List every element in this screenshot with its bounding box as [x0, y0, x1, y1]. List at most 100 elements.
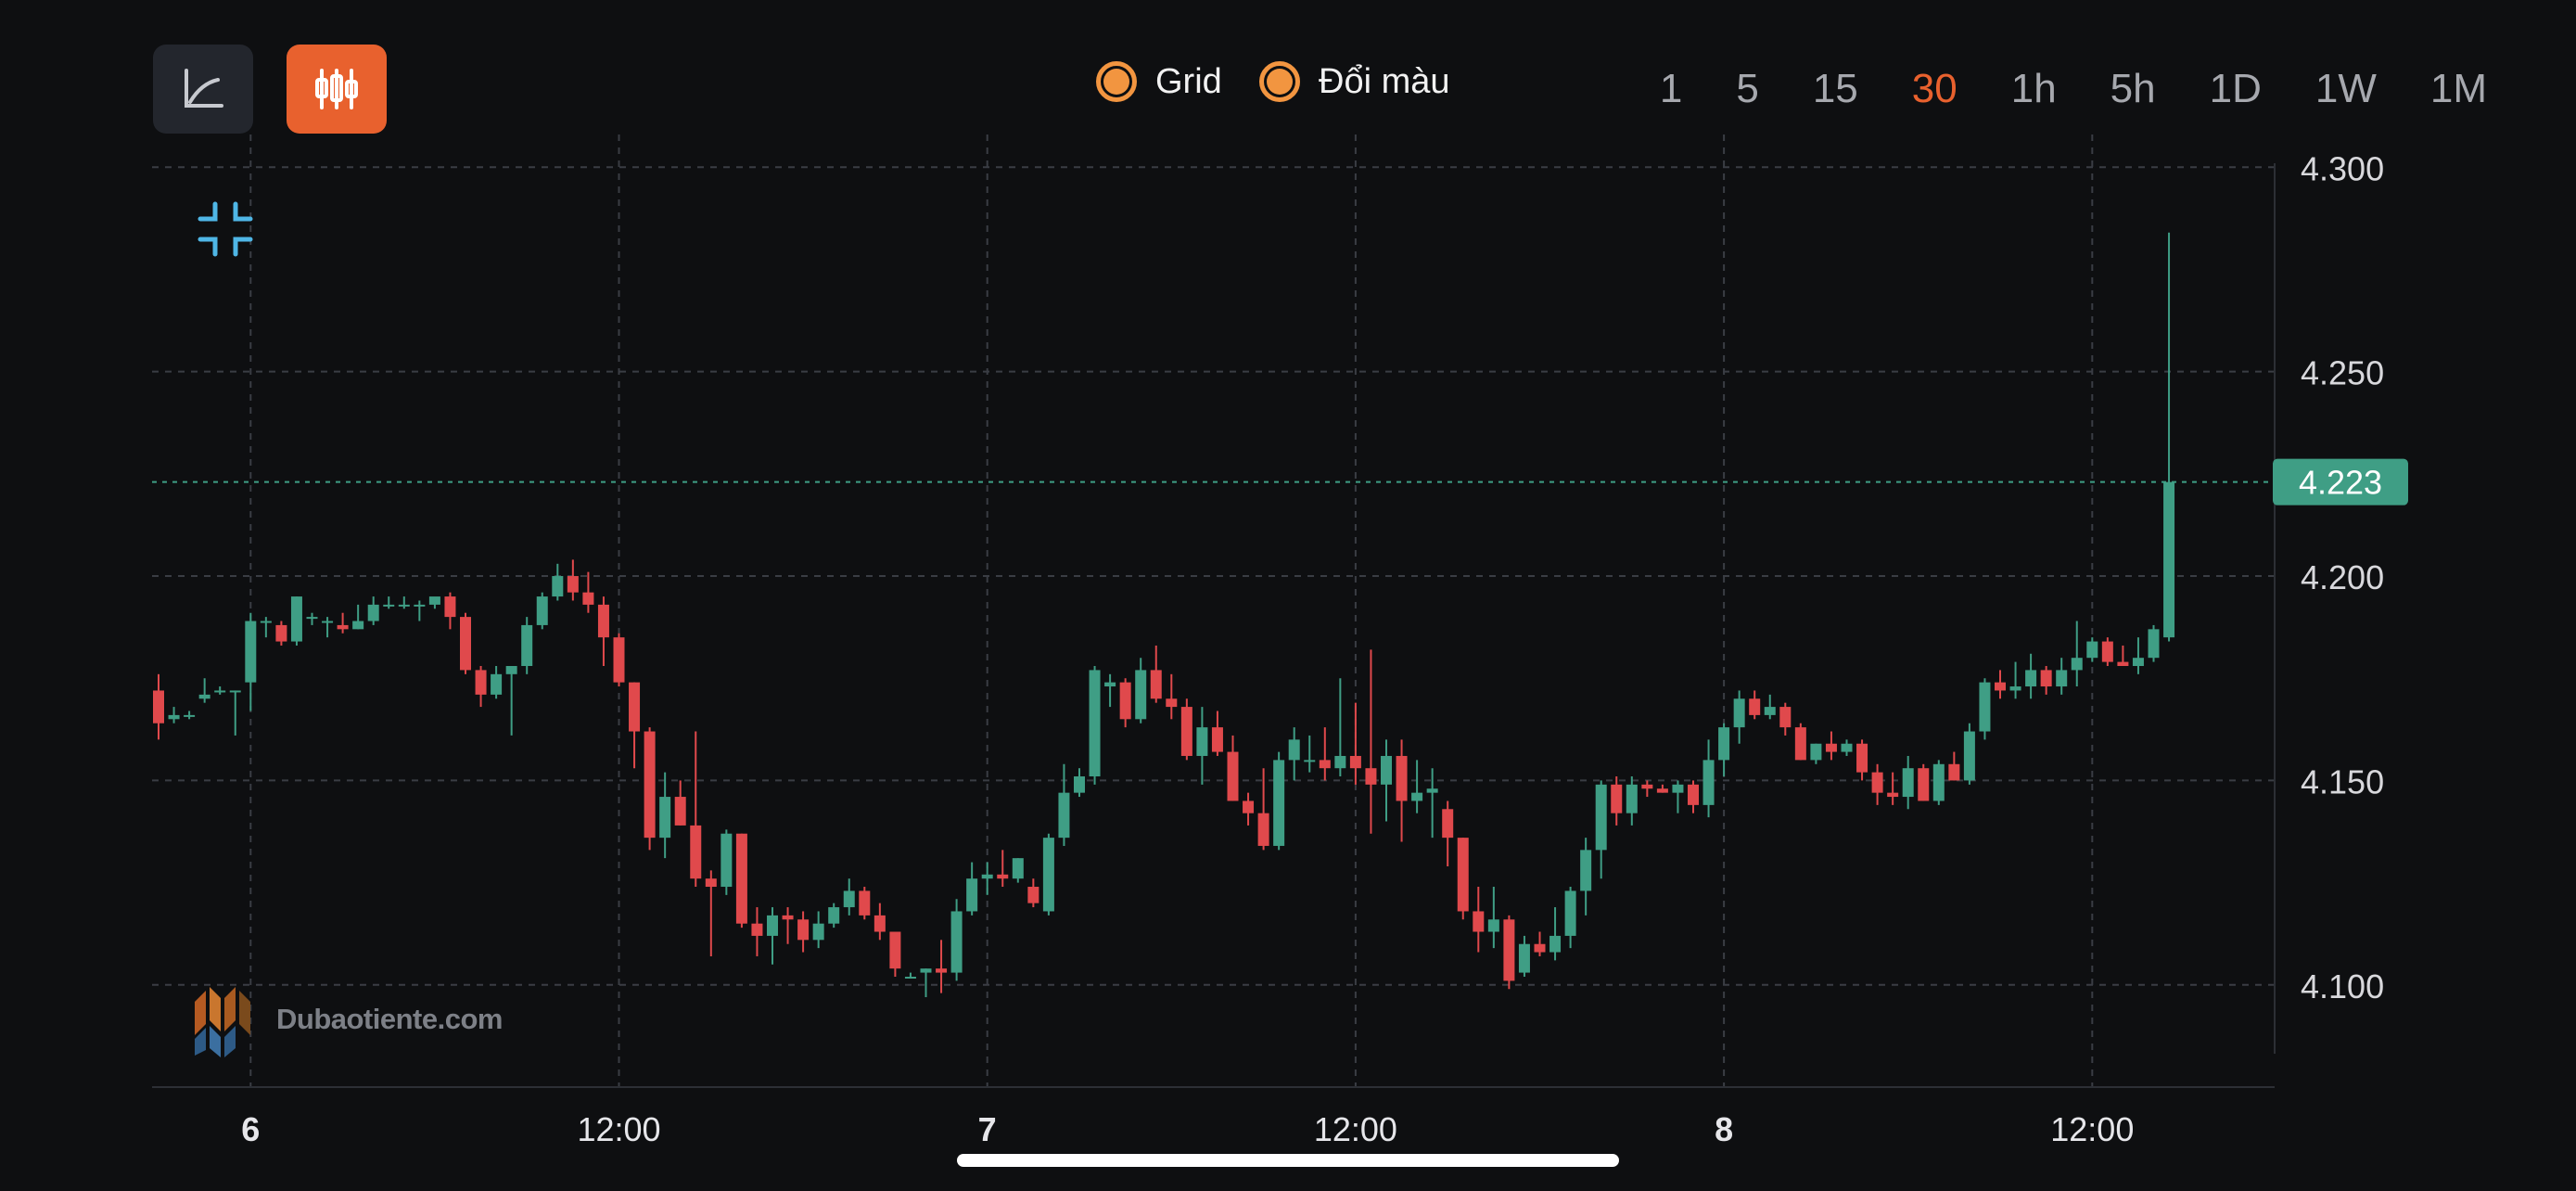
watermark: Dubaotiente.com — [187, 981, 503, 1057]
candle — [1549, 907, 1562, 961]
timeframe-5h[interactable]: 5h — [2110, 66, 2156, 111]
candle-body — [1702, 760, 1715, 805]
candle-body — [1549, 935, 1562, 953]
candle — [1150, 645, 1162, 703]
candle — [613, 633, 625, 687]
color-toggle[interactable]: Đổi màu — [1259, 61, 1450, 102]
candle — [1288, 727, 1300, 781]
timeframe-1W[interactable]: 1W — [2315, 66, 2377, 111]
y-tick-label: 4.150 — [2301, 762, 2384, 800]
candle-body — [981, 874, 993, 879]
candle-body — [767, 915, 778, 936]
chart-axes: 4.300 4.250 4.200 4.150 4.100 6 12:00 7 12:00 8 12… — [152, 149, 2408, 1148]
candlestick-button[interactable] — [287, 45, 387, 134]
candle-body — [168, 714, 180, 720]
candle — [2009, 661, 2021, 699]
candle-body — [1688, 784, 1699, 805]
candle-body — [367, 604, 379, 621]
y-tick-label: 4.300 — [2301, 149, 2384, 187]
candle-body — [1119, 682, 1131, 720]
collapse-icon[interactable] — [195, 198, 256, 260]
candle-body — [1718, 727, 1730, 761]
candle-body — [2025, 670, 2037, 687]
candle-body — [1518, 943, 1530, 973]
candle — [1304, 735, 1316, 773]
timeframe-5[interactable]: 5 — [1736, 66, 1759, 111]
timeframe-15[interactable]: 15 — [1812, 66, 1858, 111]
candle — [260, 617, 272, 638]
candle — [582, 571, 594, 613]
candle-body — [843, 890, 855, 908]
candle-body — [782, 915, 794, 920]
candle-series — [153, 232, 2175, 998]
x-tick-label: 12:00 — [2050, 1110, 2134, 1148]
candle-body — [1503, 919, 1515, 981]
candle-body — [950, 911, 963, 973]
candle-body — [1349, 755, 1361, 769]
candle — [812, 911, 824, 949]
candle-body — [1058, 792, 1070, 839]
candle-body — [1304, 760, 1316, 762]
candle — [1180, 698, 1192, 761]
candle — [1595, 780, 1607, 879]
candle — [659, 772, 671, 859]
candle — [1979, 678, 1991, 740]
candle — [1211, 711, 1223, 756]
candle-body — [1779, 707, 1792, 728]
candle-body — [1166, 698, 1178, 708]
timeframe-1h[interactable]: 1h — [2010, 66, 2057, 111]
candle — [1426, 768, 1438, 839]
candle-body — [889, 931, 901, 969]
candle-body — [322, 621, 334, 623]
candle-body — [1672, 784, 1684, 793]
candle-body — [2148, 629, 2160, 659]
candle-body — [1534, 943, 1546, 953]
timeframe-1D[interactable]: 1D — [2209, 66, 2262, 111]
candle-body — [629, 682, 641, 732]
candle-body — [1825, 743, 1837, 752]
grid-toggle[interactable]: Grid — [1096, 61, 1222, 102]
candle-body — [690, 825, 702, 879]
candle-body — [1257, 813, 1269, 846]
candle-body — [1012, 858, 1024, 879]
candle — [275, 621, 287, 646]
candle — [1396, 739, 1408, 842]
x-tick-label: 12:00 — [1314, 1110, 1397, 1148]
candle-body — [214, 690, 226, 693]
candle-body — [1365, 768, 1377, 785]
candle-body — [1227, 751, 1239, 801]
candle — [1841, 739, 1853, 756]
chart-grid — [152, 134, 2275, 1087]
candle-body — [245, 621, 257, 683]
line-chart-button[interactable] — [153, 45, 253, 134]
candle-body — [1871, 772, 1883, 793]
candle-body — [1442, 809, 1454, 839]
candle — [1334, 678, 1346, 777]
candle-body — [859, 890, 871, 916]
candle — [644, 727, 656, 851]
candle — [2163, 232, 2175, 642]
candle — [552, 563, 564, 601]
candle-body — [1995, 682, 2006, 691]
candle-body — [597, 604, 609, 638]
candle-body — [521, 624, 533, 667]
candle — [997, 850, 1009, 888]
candle — [153, 673, 164, 740]
candle — [1518, 935, 1530, 977]
timeframe-1[interactable]: 1 — [1659, 66, 1683, 111]
candle-body — [2117, 661, 2129, 667]
candle-body — [1841, 743, 1853, 752]
candle — [1564, 887, 1576, 949]
candle — [1688, 780, 1699, 813]
candle — [981, 862, 993, 895]
candle-body — [1564, 890, 1576, 936]
candle-body — [1243, 800, 1255, 813]
candle-body — [491, 673, 503, 695]
candle — [1273, 751, 1285, 851]
candle — [966, 862, 978, 916]
candle — [920, 968, 932, 998]
timeframe-1M[interactable]: 1M — [2429, 66, 2487, 111]
timeframe-30[interactable]: 30 — [1911, 66, 1958, 111]
candle — [1702, 739, 1715, 818]
